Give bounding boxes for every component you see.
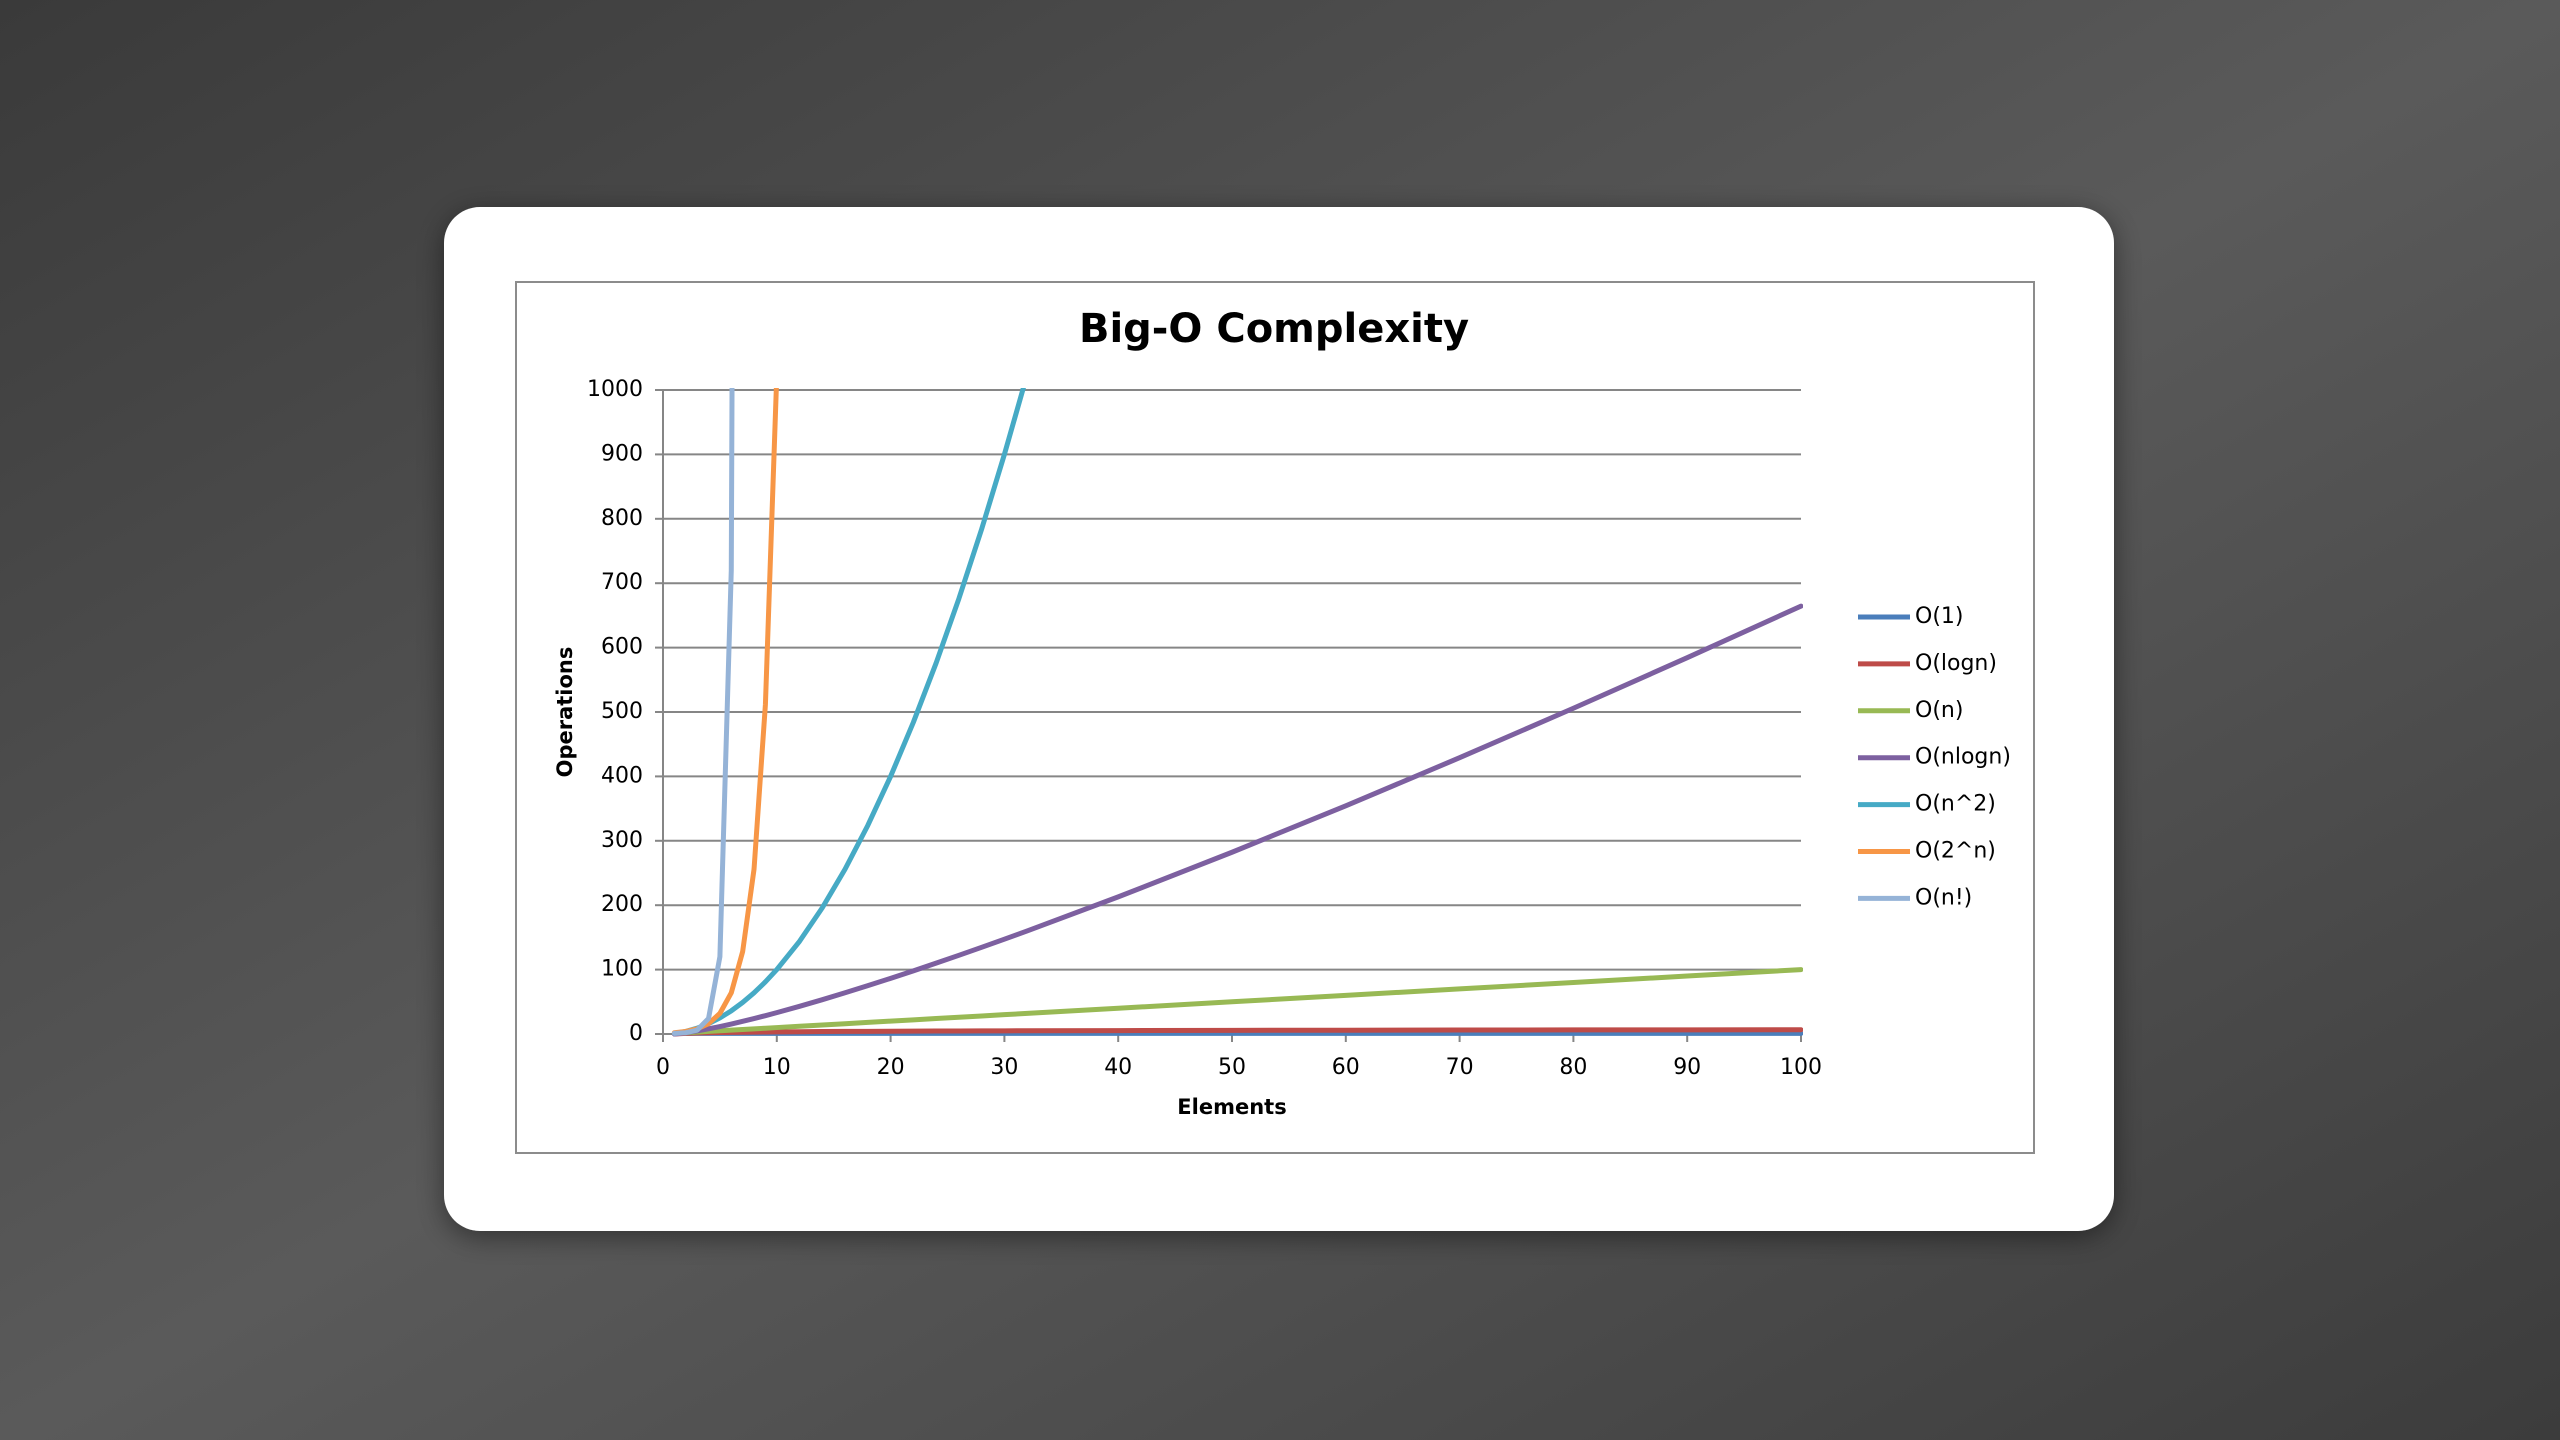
legend-label: O(n!) xyxy=(1915,885,1972,910)
legend-label: O(n^2) xyxy=(1915,792,1996,817)
series-line xyxy=(671,603,1803,1037)
x-tick-label: 10 xyxy=(763,1055,791,1080)
legend-label: O(nlogn) xyxy=(1915,745,2011,770)
y-tick-label: 400 xyxy=(601,763,643,788)
x-tick-label: 20 xyxy=(877,1055,905,1080)
x-tick-label: 0 xyxy=(656,1055,670,1080)
y-tick-label: 1000 xyxy=(587,377,643,402)
x-tick-label: 90 xyxy=(1673,1055,1701,1080)
x-tick-label: 60 xyxy=(1332,1055,1360,1080)
legend-label: O(n) xyxy=(1915,698,1963,723)
y-tick-label: 800 xyxy=(601,506,643,531)
chart-title: Big-O Complexity xyxy=(1079,306,1469,352)
y-tick-label: 300 xyxy=(601,828,643,853)
x-tick-label: 70 xyxy=(1446,1055,1474,1080)
y-axis-title: Operations xyxy=(553,647,577,778)
series-group xyxy=(671,388,1803,1037)
x-axis-title: Elements xyxy=(1177,1095,1286,1119)
x-tick-label: 100 xyxy=(1780,1055,1822,1080)
y-tick-label: 500 xyxy=(601,699,643,724)
x-tick-label: 40 xyxy=(1104,1055,1132,1080)
y-tick-label: 700 xyxy=(601,570,643,595)
legend-label: O(2^n) xyxy=(1915,839,1996,864)
y-tick-label: 200 xyxy=(601,892,643,917)
legend-label: O(1) xyxy=(1915,604,1963,629)
x-tick-label: 80 xyxy=(1559,1055,1587,1080)
y-tick-label: 100 xyxy=(601,957,643,982)
y-tick-label: 900 xyxy=(601,441,643,466)
legend-label: O(logn) xyxy=(1915,651,1997,676)
series-line xyxy=(671,388,735,1036)
x-tick-label: 50 xyxy=(1218,1055,1246,1080)
y-tick-label: 600 xyxy=(601,635,643,660)
y-tick-label: 0 xyxy=(629,1021,643,1046)
x-tick-label: 30 xyxy=(990,1055,1018,1080)
series-line xyxy=(671,967,1803,1036)
chart-frame xyxy=(515,281,2035,1154)
